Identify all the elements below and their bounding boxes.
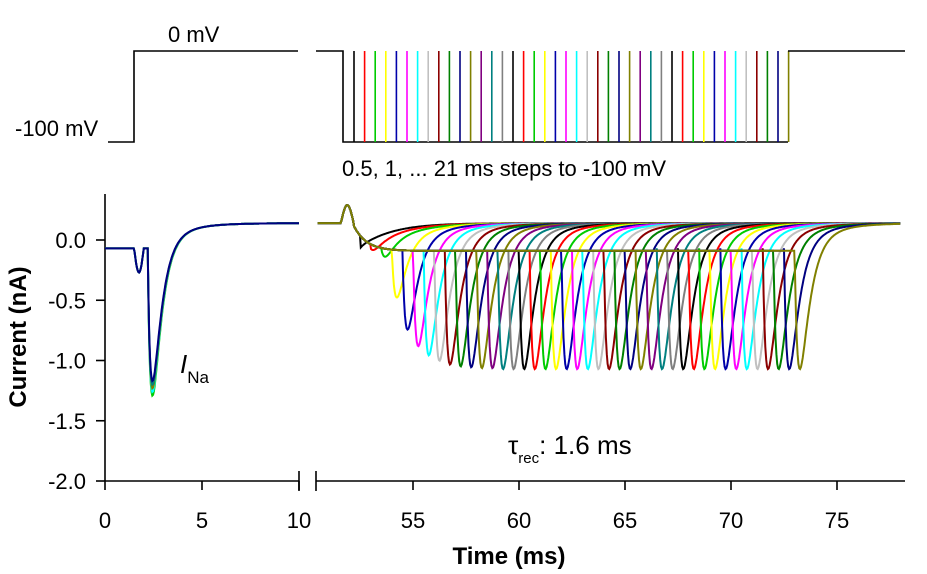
protocol-step-lines — [353, 51, 790, 142]
x-tick-label: 0 — [99, 508, 111, 533]
conditioning-current-trace — [105, 222, 299, 383]
y-tick-label: -1.0 — [48, 349, 86, 374]
voltage-protocol-left — [108, 50, 298, 143]
axes — [104, 194, 905, 491]
traces-left-panel — [105, 222, 299, 398]
y-tick-label: -0.5 — [48, 288, 86, 313]
x-tick-label: 60 — [507, 508, 531, 533]
current-label-name: I — [180, 349, 187, 379]
y-ticks: 0.0 -0.5 -1.0 -1.5 -2.0 — [48, 228, 105, 494]
voltage-protocol-right — [316, 50, 905, 143]
x-axis-label: Time (ms) — [453, 543, 566, 570]
voltage-high-label: 0 mV — [168, 22, 220, 47]
x-tick-label: 70 — [719, 508, 743, 533]
x-tick-label: 10 — [287, 508, 311, 533]
x-tick-label: 65 — [613, 508, 637, 533]
traces-right-panel — [317, 204, 901, 371]
x-ticks: 0 5 10 55 60 65 70 75 — [99, 481, 849, 533]
y-tick-label: -1.5 — [48, 409, 86, 434]
tau-value: : 1.6 ms — [539, 430, 631, 460]
y-tick-label: -2.0 — [48, 469, 86, 494]
voltage-low-label: -100 mV — [15, 116, 98, 141]
x-tick-label: 55 — [401, 508, 425, 533]
tau-symbol: τ — [508, 430, 519, 460]
y-tick-label: 0.0 — [55, 228, 86, 253]
steps-caption: 0.5, 1, ... 21 ms steps to -100 mV — [342, 156, 666, 181]
current-label-sub: Na — [187, 368, 209, 387]
current-label: INa — [180, 349, 210, 387]
recovery-current-trace — [317, 204, 901, 371]
x-tick-label: 5 — [196, 508, 208, 533]
tau-subscript: rec — [518, 450, 539, 467]
tau-annotation: τrec: 1.6 ms — [508, 430, 632, 467]
x-tick-label: 75 — [825, 508, 849, 533]
y-axis-label: Current (nA) — [5, 266, 32, 407]
